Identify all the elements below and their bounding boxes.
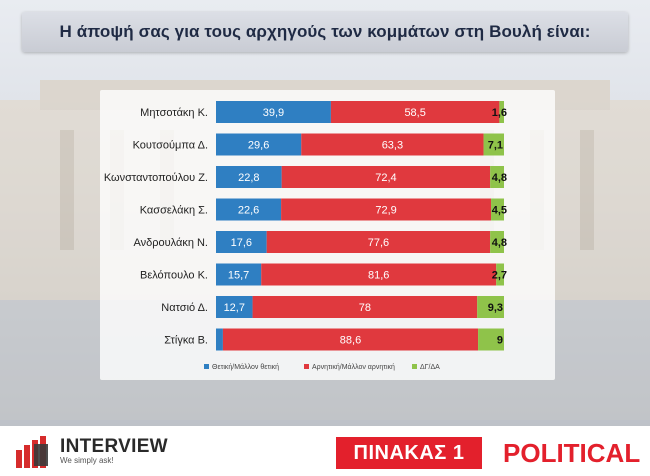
data-label: 29,6 [248, 140, 269, 152]
category-label: Στίγκα Β. [164, 335, 208, 347]
bar-segment [478, 328, 504, 351]
data-label: 78 [359, 302, 371, 314]
bar-segment [216, 133, 302, 156]
bar-segment [281, 166, 491, 188]
legend-label: ΔΓ/ΔΑ [420, 364, 440, 371]
data-label: 1,6 [492, 107, 507, 119]
data-label: 81,6 [368, 270, 389, 282]
bar-segment [496, 263, 504, 286]
category-label: Ανδρουλάκη Ν. [133, 237, 208, 249]
political-brand: POLITICAL [503, 438, 641, 468]
data-label: 9,3 [488, 302, 503, 314]
data-label: 77,6 [368, 237, 389, 249]
legend-swatch [204, 364, 209, 369]
category-label: Κασσελάκη Σ. [140, 205, 208, 217]
category-label: Κωνσταντοπούλου Ζ. [104, 172, 208, 184]
data-label: 15,7 [228, 270, 249, 282]
footer [0, 426, 650, 476]
chart-panel: Μητσοτάκη Κ. 39,9 58,5 1,6 Κουτσούμπα Δ. 29,6… [100, 90, 555, 380]
legend-label: Αρνητική/Μάλλον αρνητική [312, 363, 395, 371]
category-label: Βελόπουλο Κ. [140, 270, 208, 282]
data-label: 4,8 [492, 237, 507, 249]
bar-segment [222, 328, 479, 351]
category-label: Νατσιό Δ. [161, 302, 208, 314]
stacked-bar-chart: Μητσοτάκη Κ. 39,9 58,5 1,6 Κουτσούμπα Δ. 29,6… [104, 101, 507, 371]
bar-segment [261, 263, 497, 286]
data-label: 63,3 [382, 140, 403, 152]
interview-logo: INTERVIEW We simply ask! [14, 436, 168, 468]
data-label: 88,6 [340, 335, 361, 347]
bar-segment [330, 101, 500, 123]
category-label: Μητσοτάκη Κ. [140, 107, 208, 119]
bar-segment [216, 101, 331, 123]
bar-segment [216, 296, 253, 318]
data-label: 7,1 [488, 140, 503, 152]
data-label: 72,4 [375, 172, 396, 184]
bar-segment [483, 133, 504, 156]
category-label: Κουτσούμπα Δ. [133, 140, 208, 152]
data-label: 4,5 [492, 205, 507, 217]
data-label: 9 [497, 335, 503, 347]
data-label: 2,7 [492, 270, 507, 282]
table-label-badge: ΠΙΝΑΚΑΣ 1 [336, 437, 482, 469]
interview-bars-icon [16, 436, 48, 468]
bar-segment [490, 231, 504, 253]
chart-title: Η άποψή σας για τους αρχηγούς των κομμάτ… [59, 22, 591, 41]
data-label: 39,9 [263, 107, 284, 119]
legend-label: Θετική/Μάλλον θετική [212, 363, 279, 371]
logo-name: INTERVIEW [60, 436, 168, 457]
data-label: 4,8 [492, 172, 507, 184]
data-label: 22,6 [238, 205, 259, 217]
bar-segment [266, 231, 491, 253]
data-label: 12,7 [224, 302, 245, 314]
data-label: 58,5 [404, 107, 425, 119]
data-label: 17,6 [231, 237, 252, 249]
bar-segment [281, 198, 492, 221]
bar-segment [216, 263, 262, 286]
legend-swatch [412, 364, 417, 369]
bar-segment [499, 101, 504, 123]
title-banner: Η άποψή σας για τους αρχηγούς των κομμάτ… [22, 12, 628, 52]
bar-segment [216, 166, 282, 188]
bar-segment [216, 231, 267, 253]
bar-segment [301, 133, 484, 156]
logo-tagline: We simply ask! [60, 456, 114, 465]
data-label: 72,9 [375, 205, 396, 217]
bar-segment [490, 166, 504, 188]
bar-segment [216, 328, 223, 351]
bar-segment [491, 198, 504, 221]
bar-segment [252, 296, 478, 318]
legend-swatch [304, 364, 309, 369]
bar-segment [216, 198, 282, 221]
data-label: 22,8 [238, 172, 259, 184]
bar-segment [477, 296, 504, 318]
